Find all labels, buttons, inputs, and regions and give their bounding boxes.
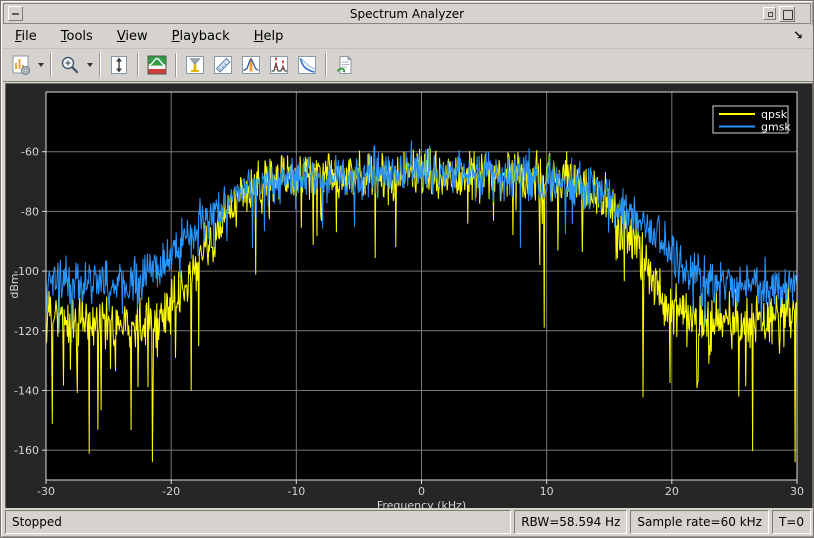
menu-view[interactable]: View — [116, 29, 148, 44]
trace-qpsk — [45, 148, 798, 463]
toolbar-separator — [137, 53, 139, 77]
status-rbw: RBW=58.594 Hz — [514, 510, 628, 534]
menu-help[interactable]: Help — [253, 29, 284, 44]
ccdf-button[interactable] — [294, 52, 320, 78]
plot-panel: -30 -20 -10 0 10 20 30 -160 -140 -120 -100 -80 -60 Fr… — [5, 83, 813, 509]
ruler-icon — [214, 56, 232, 74]
minimize-icon — [768, 12, 773, 17]
peak-finder-icon — [242, 56, 260, 74]
legend-box — [712, 105, 789, 134]
status-sample-rate: Sample rate=60 kHz — [630, 510, 769, 534]
y-tick-label: -160 — [14, 444, 39, 457]
y-axis-label: dBm — [8, 273, 21, 298]
toolbar-separator — [325, 53, 327, 77]
menu-bar: File Tools View Playback Help ↘ — [3, 25, 813, 49]
generate-script-icon — [336, 55, 353, 74]
y-tick-label: -100 — [14, 265, 39, 278]
y-tick-label: -120 — [14, 325, 39, 338]
zoom-dropdown-caret[interactable] — [84, 52, 95, 78]
status-message: Stopped — [5, 510, 512, 534]
generate-script-button[interactable] — [332, 52, 358, 78]
toolbar-separator — [175, 53, 177, 77]
y-tick-label: -60 — [21, 146, 39, 159]
ruler-measurements-button[interactable] — [210, 52, 236, 78]
status-bar: Stopped RBW=58.594 Hz Sample rate=60 kHz… — [3, 508, 813, 536]
window-menu-dash-icon — [12, 13, 19, 15]
autoscale-y-button[interactable] — [106, 52, 132, 78]
title-bar[interactable]: Spectrum Analyzer — [3, 3, 811, 24]
x-tick-label: 10 — [540, 485, 554, 498]
spectrum-settings-button[interactable] — [144, 52, 170, 78]
cursor-measurements-icon — [186, 56, 204, 74]
x-tick-label: 30 — [790, 485, 804, 498]
x-tick-label: -20 — [162, 485, 180, 498]
zoom-dropdown-button[interactable] — [57, 52, 83, 78]
settings-dropdown-caret[interactable] — [35, 52, 46, 78]
maximize-icon — [783, 10, 793, 20]
distortion-measurements-icon — [270, 56, 288, 74]
spectrum-plot[interactable]: -30 -20 -10 0 10 20 30-160-140-120-100-80-60Fr… — [6, 84, 812, 508]
legend-label-qpsk: qpsk — [761, 108, 788, 121]
dock-arrow-icon[interactable]: ↘ — [792, 28, 803, 42]
menu-playback[interactable]: Playback — [171, 29, 230, 44]
settings-dropdown-button[interactable] — [8, 52, 34, 78]
peak-finder-button[interactable] — [238, 52, 264, 78]
toolbar — [3, 49, 813, 82]
zoom-icon — [61, 56, 79, 74]
y-tick-label: -80 — [21, 205, 39, 218]
toolbar-separator — [50, 53, 52, 77]
chevron-down-icon — [86, 63, 93, 67]
distortion-measurements-button[interactable] — [266, 52, 292, 78]
status-time: T=0 — [771, 510, 811, 534]
chevron-down-icon — [37, 63, 44, 67]
minimize-button[interactable] — [763, 7, 776, 20]
y-tick-label: -140 — [14, 384, 39, 397]
window-menu-button[interactable] — [8, 6, 23, 21]
x-tick-label: -10 — [287, 485, 305, 498]
autoscale-y-icon — [111, 56, 127, 74]
settings-icon — [12, 55, 30, 75]
window-title: Spectrum Analyzer — [349, 7, 465, 21]
x-tick-label: -30 — [37, 485, 55, 498]
maximize-button[interactable] — [779, 6, 795, 22]
legend-label-gmsk: gmsk — [761, 121, 791, 134]
x-tick-label: 0 — [418, 485, 425, 498]
x-axis-label: Frequency (kHz) — [377, 499, 466, 508]
menu-file[interactable]: File — [15, 29, 37, 44]
menu-tools[interactable]: Tools — [60, 29, 93, 44]
trace-gmsk — [45, 140, 798, 343]
toolbar-separator — [99, 53, 101, 77]
ccdf-icon — [298, 56, 316, 74]
x-tick-label: 20 — [665, 485, 679, 498]
spectrum-settings-icon — [147, 55, 167, 75]
cursor-measurements-button[interactable] — [182, 52, 208, 78]
